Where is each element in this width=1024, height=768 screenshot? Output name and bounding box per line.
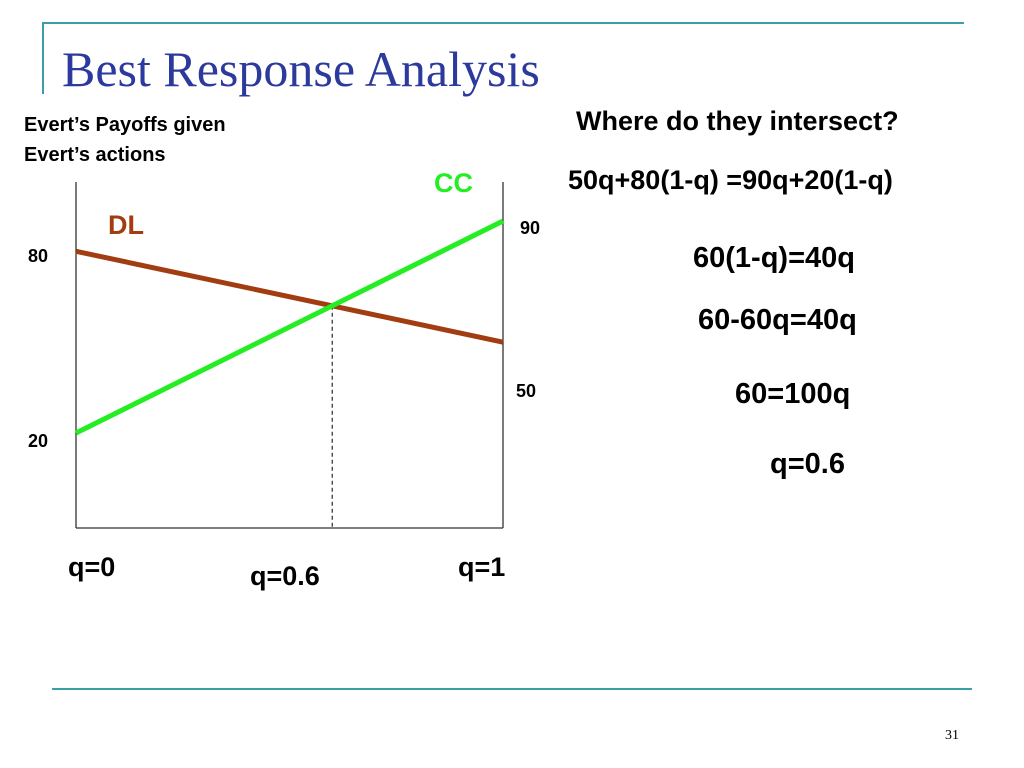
subtitle-line-2: Evert’s actions <box>24 144 166 166</box>
equation-2: 60(1-q)=40q <box>693 242 855 274</box>
question-text: Where do they intersect? <box>576 106 899 136</box>
equation-5: q=0.6 <box>770 448 845 480</box>
chart-subtitle: Evert’s Payoffs given Evert’s actions <box>24 110 226 170</box>
left-tick-label-20: 20 <box>28 431 48 451</box>
slide-title: Best Response Analysis <box>62 41 540 97</box>
right-tick-label-50: 50 <box>516 381 536 401</box>
x-tick-label-q1: q=1 <box>458 552 505 582</box>
cc-series-line <box>74 218 505 436</box>
equation-3: 60-60q=40q <box>698 304 857 336</box>
equation-1: 50q+80(1-q) =90q+20(1-q) <box>568 165 893 195</box>
bottom-border <box>52 688 972 690</box>
cc-series-label: CC <box>434 168 473 198</box>
x-tick-label-q06: q=0.6 <box>250 561 320 591</box>
right-tick-label-90: 90 <box>520 218 540 238</box>
dl-series-label: DL <box>108 210 144 240</box>
left-tick-label-80: 80 <box>28 246 48 266</box>
equation-4: 60=100q <box>735 378 851 410</box>
dl-series-line <box>75 248 504 345</box>
subtitle-line-1: Evert’s Payoffs given <box>24 114 226 136</box>
x-tick-label-q0: q=0 <box>68 552 115 582</box>
top-border <box>42 22 964 24</box>
left-border <box>42 22 44 94</box>
page-number: 31 <box>945 728 959 743</box>
